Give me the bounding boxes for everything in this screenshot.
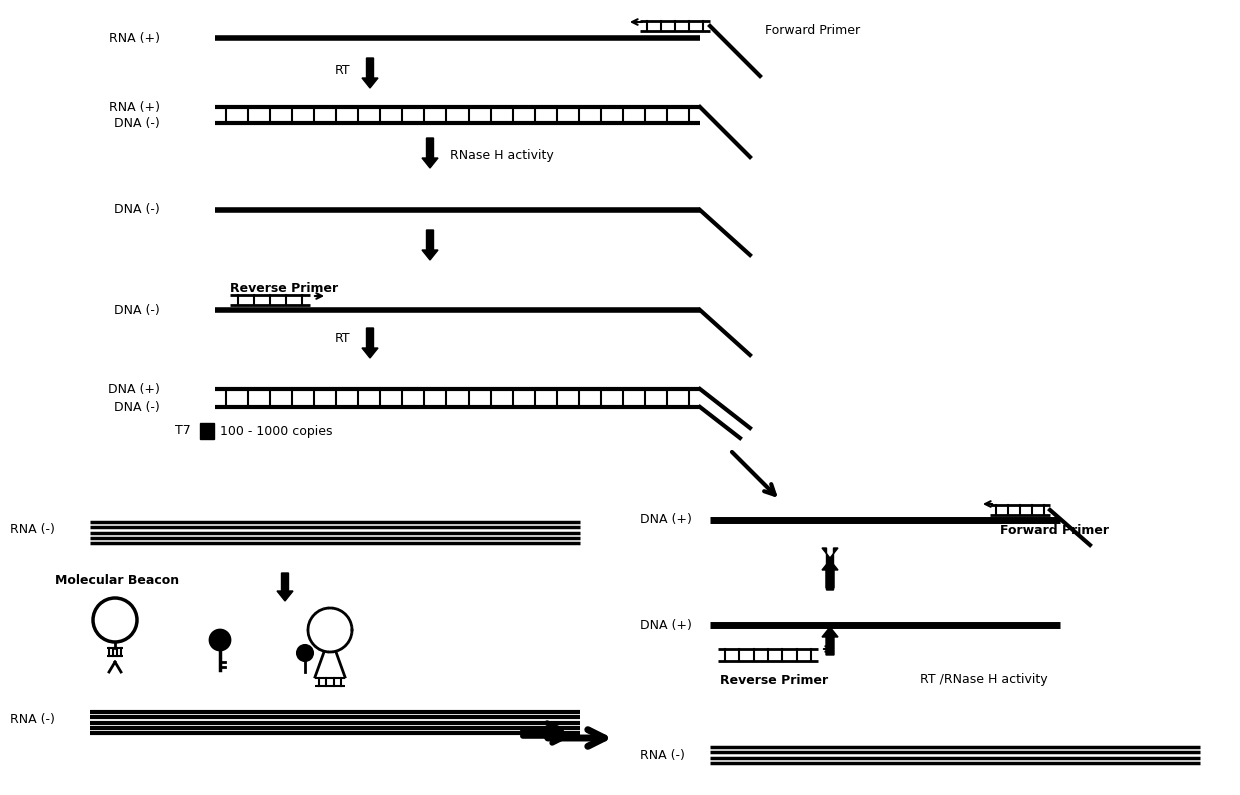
Text: RNA (-): RNA (-) <box>10 523 55 537</box>
Text: RT /RNase H activity: RT /RNase H activity <box>920 673 1048 687</box>
Text: DNA (-): DNA (-) <box>114 304 160 316</box>
Circle shape <box>298 645 312 661</box>
Polygon shape <box>822 627 838 655</box>
Text: DNA (+): DNA (+) <box>640 619 692 631</box>
Text: DNA (-): DNA (-) <box>114 117 160 130</box>
FancyBboxPatch shape <box>200 423 215 439</box>
Text: RNA (-): RNA (-) <box>640 749 684 762</box>
Text: RT: RT <box>335 64 350 76</box>
Text: DNA (-): DNA (-) <box>114 401 160 413</box>
Text: DNA (-): DNA (-) <box>114 204 160 216</box>
Text: Reverse Primer: Reverse Primer <box>720 673 828 687</box>
Text: Forward Primer: Forward Primer <box>765 24 861 37</box>
Text: Forward Primer: Forward Primer <box>999 523 1109 537</box>
Text: DNA (+): DNA (+) <box>640 514 692 526</box>
Polygon shape <box>277 573 293 601</box>
Text: 100 - 1000 copies: 100 - 1000 copies <box>219 425 332 437</box>
Text: RNA (+): RNA (+) <box>109 32 160 45</box>
Text: RNA (+): RNA (+) <box>109 100 160 114</box>
Text: RNase H activity: RNase H activity <box>450 149 554 161</box>
Text: RT: RT <box>335 332 350 344</box>
Polygon shape <box>422 138 438 168</box>
Polygon shape <box>362 58 378 88</box>
Text: DNA (+): DNA (+) <box>108 382 160 395</box>
Circle shape <box>210 630 229 650</box>
Polygon shape <box>822 560 838 588</box>
Polygon shape <box>822 548 838 590</box>
Text: RNA (-): RNA (-) <box>10 713 55 727</box>
Text: Molecular Beacon: Molecular Beacon <box>55 573 179 587</box>
Polygon shape <box>422 230 438 260</box>
Text: T7: T7 <box>175 424 191 436</box>
Text: Reverse Primer: Reverse Primer <box>229 281 339 294</box>
Polygon shape <box>362 328 378 358</box>
